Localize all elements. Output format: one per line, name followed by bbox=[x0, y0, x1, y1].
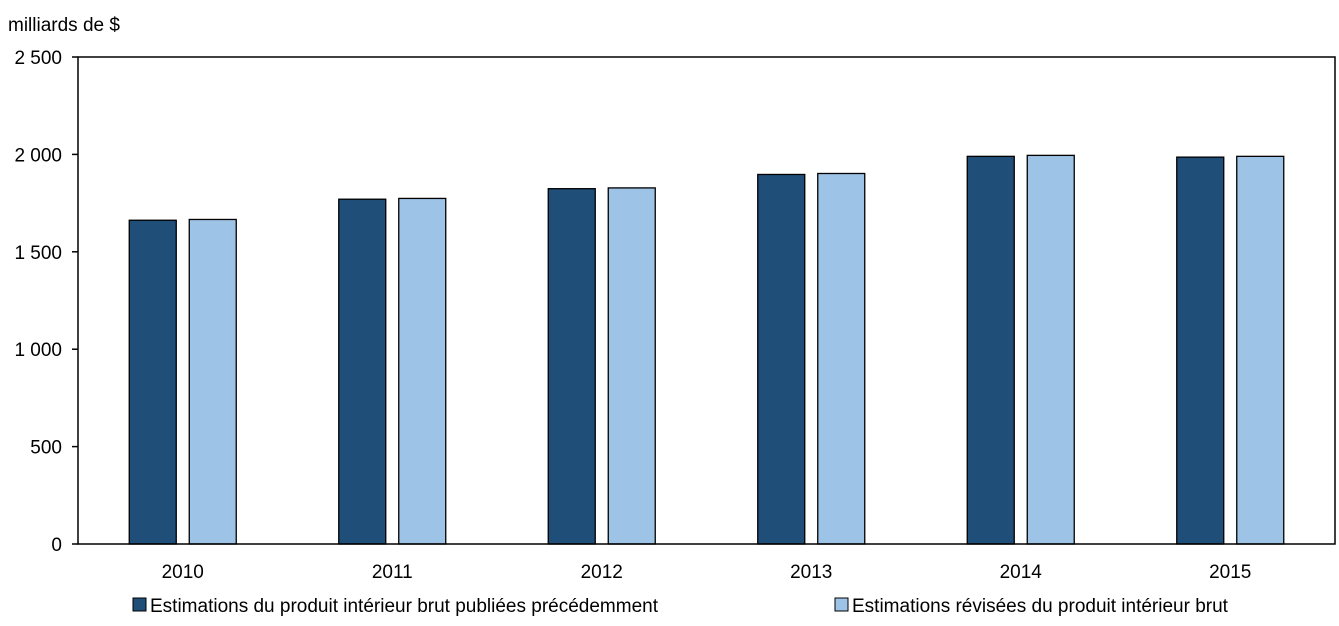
y-tick-label: 1 000 bbox=[14, 340, 62, 361]
x-tick-label: 2011 bbox=[372, 562, 413, 583]
y-tick-label: 2 000 bbox=[14, 145, 62, 166]
y-axis-title: milliards de $ bbox=[8, 15, 120, 36]
bars-layer bbox=[128, 154, 1285, 545]
legend-swatch-1 bbox=[132, 597, 147, 612]
y-tick-label: 1 500 bbox=[14, 243, 62, 264]
y-tick-label: 2 500 bbox=[14, 48, 62, 69]
bar-series-2-2015 bbox=[1236, 155, 1285, 545]
x-tick-label: 2014 bbox=[1000, 562, 1043, 583]
legend: Estimations du produit intérieur brut pu… bbox=[132, 596, 1229, 617]
legend-label-2: Estimations révisées du produit intérieu… bbox=[852, 596, 1229, 617]
y-tick-label: 500 bbox=[30, 438, 62, 459]
bar-series-2-2010 bbox=[188, 218, 237, 545]
plot-frame bbox=[77, 56, 1336, 545]
x-tick-label: 2010 bbox=[162, 562, 204, 583]
legend-swatch-2 bbox=[834, 597, 849, 612]
bar-series-2-2011 bbox=[398, 197, 447, 545]
y-tick-label: 0 bbox=[51, 535, 62, 556]
legend-label-1: Estimations du produit intérieur brut pu… bbox=[150, 596, 659, 617]
bar-series-1-2013 bbox=[757, 173, 806, 545]
bar-series-1-2014 bbox=[966, 155, 1015, 545]
bar-series-2-2012 bbox=[607, 187, 656, 545]
axes-layer: 0 500 1 000 1 500 2 000 2 500 2010 2011 2012 2013… bbox=[14, 48, 1336, 583]
x-tick-label: 2013 bbox=[790, 562, 832, 583]
x-tick-label: 2012 bbox=[581, 562, 623, 583]
bar-series-1-2011 bbox=[338, 198, 387, 545]
bar-series-1-2012 bbox=[547, 188, 596, 545]
x-tick-label: 2015 bbox=[1209, 562, 1251, 583]
bar-series-1-2010 bbox=[128, 219, 177, 545]
bar-series-1-2015 bbox=[1176, 156, 1225, 545]
bar-series-2-2013 bbox=[817, 172, 866, 545]
bar-series-2-2014 bbox=[1026, 154, 1075, 545]
